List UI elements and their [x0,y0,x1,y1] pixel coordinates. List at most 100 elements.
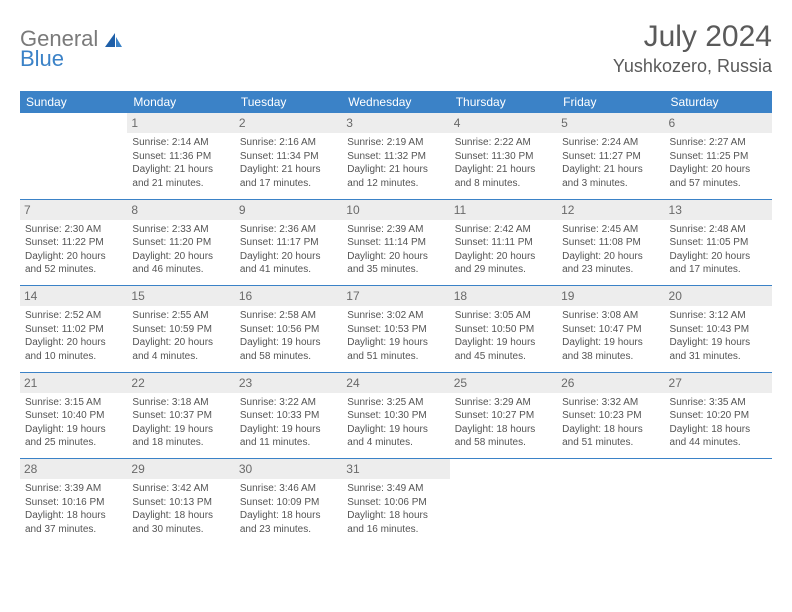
header: General July 2024 Yushkozero, Russia [20,20,772,77]
sunrise-text: Sunrise: 3:32 AM [562,396,659,410]
calendar-cell: 17Sunrise: 3:02 AMSunset: 10:53 PMDaylig… [342,286,449,372]
sunrise-text: Sunrise: 3:05 AM [455,309,552,323]
day-number: 14 [20,286,127,306]
sunrise-text: Sunrise: 2:36 AM [240,223,337,237]
day-number: 22 [127,373,234,393]
day2-text: and 3 minutes. [562,177,659,191]
day-number: 8 [127,200,234,220]
weekday-header: Sunday [20,91,127,113]
sunset-text: Sunset: 11:32 PM [347,150,444,164]
sunset-text: Sunset: 10:37 PM [132,409,229,423]
day1-text: Daylight: 18 hours [132,509,229,523]
day1-text: Daylight: 20 hours [670,163,767,177]
calendar-cell: 7Sunrise: 2:30 AMSunset: 11:22 PMDayligh… [20,200,127,286]
day1-text: Daylight: 20 hours [562,250,659,264]
sunrise-text: Sunrise: 2:22 AM [455,136,552,150]
calendar-row: 7Sunrise: 2:30 AMSunset: 11:22 PMDayligh… [20,200,772,286]
sunset-text: Sunset: 11:08 PM [562,236,659,250]
sunset-text: Sunset: 10:20 PM [670,409,767,423]
day2-text: and 12 minutes. [347,177,444,191]
sunset-text: Sunset: 11:05 PM [670,236,767,250]
day1-text: Daylight: 19 hours [562,336,659,350]
sunrise-text: Sunrise: 3:39 AM [25,482,122,496]
sunset-text: Sunset: 10:27 PM [455,409,552,423]
day1-text: Daylight: 20 hours [132,336,229,350]
title-block: July 2024 Yushkozero, Russia [613,20,772,77]
day2-text: and 16 minutes. [347,523,444,537]
sunrise-text: Sunrise: 3:02 AM [347,309,444,323]
sunrise-text: Sunrise: 2:27 AM [670,136,767,150]
calendar-cell: 4Sunrise: 2:22 AMSunset: 11:30 PMDayligh… [450,113,557,199]
calendar-cell: 21Sunrise: 3:15 AMSunset: 10:40 PMDaylig… [20,373,127,459]
calendar-cell: 8Sunrise: 2:33 AMSunset: 11:20 PMDayligh… [127,200,234,286]
calendar-cell: 16Sunrise: 2:58 AMSunset: 10:56 PMDaylig… [235,286,342,372]
day-number: 29 [127,459,234,479]
sunset-text: Sunset: 11:02 PM [25,323,122,337]
day1-text: Daylight: 20 hours [25,250,122,264]
calendar-cell: 14Sunrise: 2:52 AMSunset: 11:02 PMDaylig… [20,286,127,372]
day2-text: and 23 minutes. [240,523,337,537]
sunset-text: Sunset: 11:30 PM [455,150,552,164]
weekday-header: Tuesday [235,91,342,113]
calendar-cell: 20Sunrise: 3:12 AMSunset: 10:43 PMDaylig… [665,286,772,372]
calendar-cell: 26Sunrise: 3:32 AMSunset: 10:23 PMDaylig… [557,373,664,459]
day2-text: and 18 minutes. [132,436,229,450]
sunset-text: Sunset: 11:20 PM [132,236,229,250]
calendar-cell: 2Sunrise: 2:16 AMSunset: 11:34 PMDayligh… [235,113,342,199]
day-number: 31 [342,459,449,479]
day2-text: and 38 minutes. [562,350,659,364]
sunset-text: Sunset: 10:09 PM [240,496,337,510]
day2-text: and 52 minutes. [25,263,122,277]
day1-text: Daylight: 21 hours [240,163,337,177]
day2-text: and 58 minutes. [240,350,337,364]
day2-text: and 57 minutes. [670,177,767,191]
sunset-text: Sunset: 10:43 PM [670,323,767,337]
sunrise-text: Sunrise: 2:39 AM [347,223,444,237]
sunrise-text: Sunrise: 3:22 AM [240,396,337,410]
sunset-text: Sunset: 11:22 PM [25,236,122,250]
day2-text: and 46 minutes. [132,263,229,277]
calendar-cell: 18Sunrise: 3:05 AMSunset: 10:50 PMDaylig… [450,286,557,372]
day1-text: Daylight: 18 hours [25,509,122,523]
sunrise-text: Sunrise: 3:29 AM [455,396,552,410]
calendar-cell: 5Sunrise: 2:24 AMSunset: 11:27 PMDayligh… [557,113,664,199]
day-number: 27 [665,373,772,393]
day-number: 12 [557,200,664,220]
calendar-cell: 23Sunrise: 3:22 AMSunset: 10:33 PMDaylig… [235,373,342,459]
day2-text: and 41 minutes. [240,263,337,277]
calendar-row: 14Sunrise: 2:52 AMSunset: 11:02 PMDaylig… [20,286,772,372]
day-number: 18 [450,286,557,306]
sunset-text: Sunset: 10:16 PM [25,496,122,510]
day1-text: Daylight: 21 hours [455,163,552,177]
day-number: 15 [127,286,234,306]
sunset-text: Sunset: 10:06 PM [347,496,444,510]
sail-icon [103,31,123,49]
calendar-cell: 6Sunrise: 2:27 AMSunset: 11:25 PMDayligh… [665,113,772,199]
sunrise-text: Sunrise: 3:35 AM [670,396,767,410]
day1-text: Daylight: 20 hours [670,250,767,264]
day2-text: and 17 minutes. [240,177,337,191]
day1-text: Daylight: 18 hours [240,509,337,523]
weekday-header: Monday [127,91,234,113]
sunset-text: Sunset: 11:14 PM [347,236,444,250]
sunset-text: Sunset: 11:36 PM [132,150,229,164]
calendar-cell: 27Sunrise: 3:35 AMSunset: 10:20 PMDaylig… [665,373,772,459]
day1-text: Daylight: 20 hours [455,250,552,264]
day2-text: and 4 minutes. [347,436,444,450]
day2-text: and 11 minutes. [240,436,337,450]
calendar-cell: 9Sunrise: 2:36 AMSunset: 11:17 PMDayligh… [235,200,342,286]
day-number: 10 [342,200,449,220]
month-title: July 2024 [613,20,772,54]
calendar-cell [557,459,664,545]
sunrise-text: Sunrise: 3:15 AM [25,396,122,410]
day-number: 30 [235,459,342,479]
day2-text: and 45 minutes. [455,350,552,364]
day1-text: Daylight: 21 hours [347,163,444,177]
weekday-header: Saturday [665,91,772,113]
day2-text: and 29 minutes. [455,263,552,277]
day1-text: Daylight: 18 hours [562,423,659,437]
day-number: 5 [557,113,664,133]
day1-text: Daylight: 21 hours [562,163,659,177]
day1-text: Daylight: 21 hours [132,163,229,177]
day1-text: Daylight: 19 hours [347,336,444,350]
